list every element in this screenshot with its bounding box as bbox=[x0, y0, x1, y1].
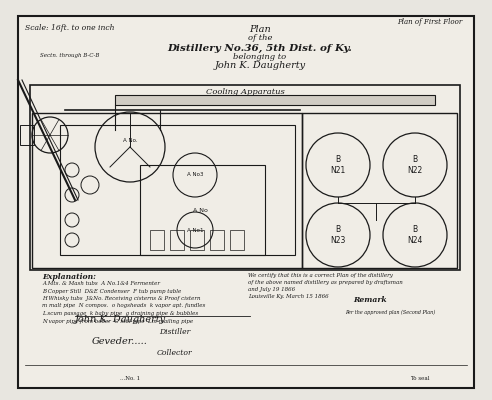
Bar bbox=[302, 113, 457, 268]
Text: B
N23: B N23 bbox=[330, 225, 346, 245]
Text: John K. Daugherty: John K. Daugherty bbox=[74, 316, 166, 324]
Text: of the above named distillery as prepared by draftsman: of the above named distillery as prepare… bbox=[248, 280, 403, 285]
Text: Per the approved plan (Second Plan): Per the approved plan (Second Plan) bbox=[345, 309, 435, 315]
Text: H Whisky tubs  J&No. Receiving cisterns & Proof cistern: H Whisky tubs J&No. Receiving cisterns &… bbox=[42, 296, 201, 301]
Text: B
N21: B N21 bbox=[330, 155, 345, 175]
Bar bbox=[150, 230, 164, 250]
Text: m malt pipe  N compos.  o hogsheads  k vapor apt. fundles: m malt pipe N compos. o hogsheads k vapo… bbox=[42, 304, 205, 308]
Text: We certify that this is a correct Plan of the distillery: We certify that this is a correct Plan o… bbox=[248, 273, 393, 278]
Text: Collector: Collector bbox=[157, 349, 193, 357]
Text: A No.: A No. bbox=[123, 138, 137, 142]
Text: A No: A No bbox=[192, 208, 208, 212]
Text: Plan of First Floor: Plan of First Floor bbox=[398, 18, 462, 26]
Bar bbox=[115, 95, 435, 105]
Text: Louisville Ky. March 15 1866: Louisville Ky. March 15 1866 bbox=[248, 294, 329, 299]
Text: of the: of the bbox=[248, 34, 272, 42]
Text: Distillery No.36, 5th Dist. of Ky.: Distillery No.36, 5th Dist. of Ky. bbox=[168, 44, 352, 52]
Text: B
N22: B N22 bbox=[407, 155, 423, 175]
Text: A No3: A No3 bbox=[187, 172, 203, 178]
Text: To seal: To seal bbox=[410, 376, 430, 380]
Text: A No1: A No1 bbox=[187, 228, 203, 232]
Text: Plan: Plan bbox=[249, 26, 271, 34]
Bar bbox=[190, 230, 204, 250]
Text: N vapor pipe from boiler  C still pipe  Lm mailing pipe: N vapor pipe from boiler C still pipe Lm… bbox=[42, 318, 193, 324]
Text: Cooling Apparatus: Cooling Apparatus bbox=[206, 88, 284, 96]
Text: Scale: 16ft. to one inch: Scale: 16ft. to one inch bbox=[25, 24, 115, 32]
Bar bbox=[60, 125, 295, 255]
Text: L scum passage  k baby pipe  g draining pipe & bubbles: L scum passage k baby pipe g draining pi… bbox=[42, 311, 198, 316]
Bar bbox=[20, 125, 34, 145]
Text: ...No. 1: ...No. 1 bbox=[120, 376, 140, 380]
Text: B Copper Still  D&E Condenser  F tub pump table: B Copper Still D&E Condenser F tub pump … bbox=[42, 288, 181, 294]
Bar bbox=[30, 85, 460, 270]
Text: B
N24: B N24 bbox=[407, 225, 423, 245]
Bar bbox=[32, 113, 302, 268]
Text: Remark: Remark bbox=[353, 296, 387, 304]
Bar bbox=[210, 230, 224, 250]
Text: A Mts. & Mash tubs  A No.1&4 Fermenter: A Mts. & Mash tubs A No.1&4 Fermenter bbox=[42, 281, 160, 286]
Text: John K. Daugherty: John K. Daugherty bbox=[215, 60, 306, 70]
Text: and July 19 1866: and July 19 1866 bbox=[248, 287, 295, 292]
Bar bbox=[230, 230, 244, 250]
Bar bbox=[170, 230, 184, 250]
Text: Explanation:: Explanation: bbox=[42, 273, 96, 281]
Text: Geveder.....: Geveder..... bbox=[92, 338, 148, 346]
Bar bbox=[140, 165, 265, 255]
Text: belonging to: belonging to bbox=[233, 53, 286, 61]
Text: Sectn. through B-C-B: Sectn. through B-C-B bbox=[40, 52, 100, 58]
Text: Distiller: Distiller bbox=[159, 328, 190, 336]
